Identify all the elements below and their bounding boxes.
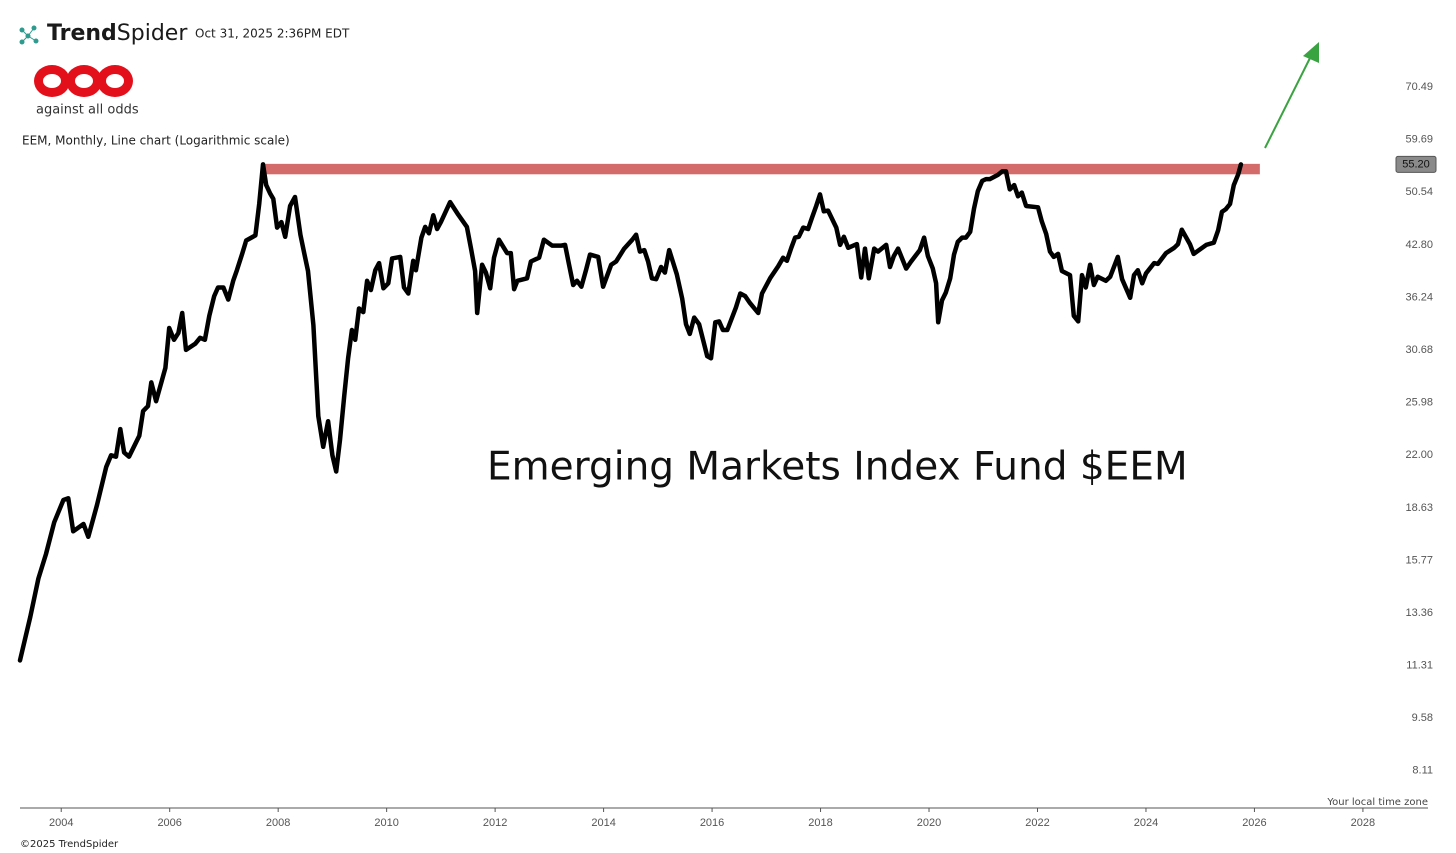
price-line: [17, 162, 1244, 663]
y-tick-label: 18.63: [1405, 502, 1433, 514]
timestamp: Oct 31, 2025 2:36PM EDT: [195, 27, 350, 41]
trend-arrow: [1264, 42, 1319, 149]
brand-icon: [19, 25, 39, 45]
last-price-box: [1395, 155, 1437, 173]
logo-caption: against all odds: [36, 103, 139, 118]
resistance-band: [262, 163, 1260, 175]
x-tick-label: 2006: [157, 817, 181, 829]
logo: [34, 65, 133, 97]
annotation: Emerging Markets Index Fund $EEM: [487, 445, 1188, 490]
y-tick-label: 70.49: [1405, 81, 1433, 93]
x-tick-label: 2004: [49, 817, 73, 829]
x-tick-label: 2008: [266, 817, 290, 829]
x-tick-label: 2014: [591, 817, 615, 829]
timezone-note: Your local time zone: [1326, 797, 1428, 808]
copyright: ©2025 TrendSpider: [20, 839, 119, 850]
x-tick-label: 2020: [917, 817, 941, 829]
y-tick-label: 8.11: [1412, 765, 1433, 777]
y-tick-label: 50.54: [1405, 186, 1433, 198]
y-tick-label: 42.80: [1405, 239, 1433, 251]
x-tick-label: 2028: [1351, 817, 1375, 829]
y-tick-label: 22.00: [1405, 449, 1433, 461]
chart-subtitle: EEM, Monthly, Line chart (Logarithmic sc…: [22, 134, 290, 148]
x-tick-label: 2026: [1242, 817, 1266, 829]
y-tick-label: 25.98: [1405, 397, 1433, 409]
x-tick-label: 2010: [374, 817, 398, 829]
x-tick-label: 2018: [808, 817, 832, 829]
y-tick-label: 36.24: [1405, 291, 1433, 303]
y-tick-label: 30.68: [1405, 344, 1433, 356]
x-tick-label: 2022: [1025, 817, 1049, 829]
x-tick-label: 2016: [700, 817, 724, 829]
y-tick-label: 11.31: [1406, 660, 1433, 672]
y-tick-label: 59.69: [1405, 134, 1433, 146]
y-tick-label: 9.58: [1412, 712, 1433, 724]
x-tick-label: 2012: [483, 817, 507, 829]
brand: TrendSpider: [47, 21, 188, 46]
y-tick-label: 15.77: [1405, 554, 1433, 566]
x-tick-label: 2024: [1134, 817, 1158, 829]
last-price-label: 55.20: [1402, 158, 1430, 170]
y-tick-label: 13.36: [1405, 607, 1433, 619]
brand-light: Spider: [117, 21, 189, 46]
brand-bold: Trend: [47, 21, 117, 46]
